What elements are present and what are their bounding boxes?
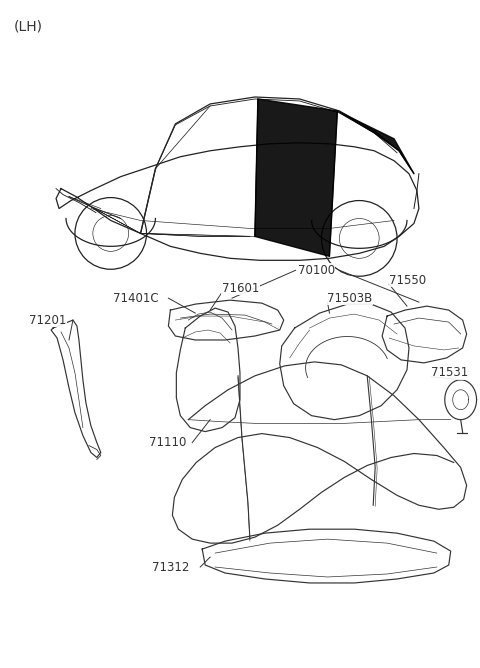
Text: (LH): (LH) (13, 19, 42, 33)
Text: 71531: 71531 (431, 366, 468, 379)
Text: 71312: 71312 (153, 560, 190, 574)
Polygon shape (337, 111, 414, 174)
Polygon shape (255, 99, 337, 257)
Text: 71550: 71550 (389, 274, 426, 287)
Text: 71601: 71601 (222, 282, 260, 295)
Text: 71401C: 71401C (113, 292, 158, 305)
Text: 70100: 70100 (298, 264, 335, 277)
Text: 71110: 71110 (148, 436, 186, 449)
Text: 71201: 71201 (29, 313, 67, 327)
Text: 71503B: 71503B (327, 292, 372, 305)
